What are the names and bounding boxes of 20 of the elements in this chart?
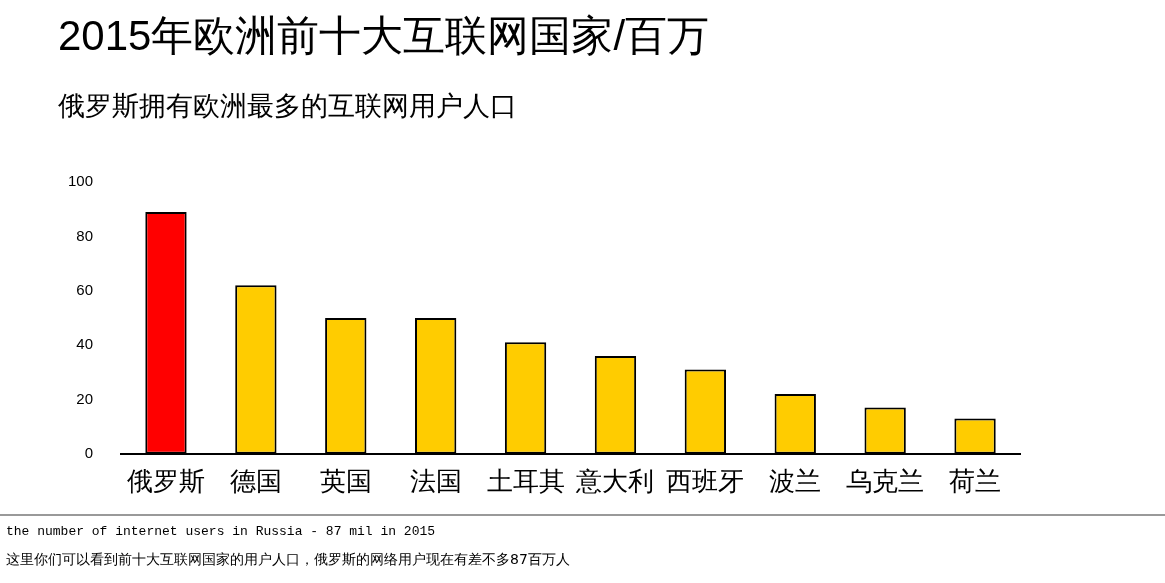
x-tick-label: 波兰 <box>769 466 822 497</box>
y-tick-label: 0 <box>84 443 94 461</box>
x-tick-label: 意大利 <box>575 466 655 497</box>
y-tick-label: 40 <box>76 335 94 353</box>
text: the number of internet users in Russia - 87 mil in 2015 <box>5 524 437 539</box>
x-tick-label: 英国 <box>319 466 372 497</box>
x-tick-label: 俄罗斯 <box>126 466 205 497</box>
y-tick-label: 20 <box>76 389 94 407</box>
y-tick-label: 80 <box>76 226 94 244</box>
x-tick-label: 西班牙 <box>666 466 745 497</box>
y-tick-label: 60 <box>76 280 94 298</box>
text: 这里你们可以看到前十大互联网国家的用户人口，俄罗斯的网络用户现在有差不多87百万人 <box>5 551 571 569</box>
x-tick-label: 德国 <box>229 466 282 497</box>
x-tick-label: 荷兰 <box>949 466 1002 497</box>
chart-title: 2015年欧洲前十大互联网国家/百万 <box>58 11 710 61</box>
y-tick-label: 100 <box>68 172 94 190</box>
x-tick-label: 乌克兰 <box>846 466 925 497</box>
x-tick-label: 法国 <box>409 466 462 497</box>
chart-subtitle: 俄罗斯拥有欧洲最多的互联网用户人口 <box>58 89 517 123</box>
x-tick-label: 土耳其 <box>486 466 565 497</box>
